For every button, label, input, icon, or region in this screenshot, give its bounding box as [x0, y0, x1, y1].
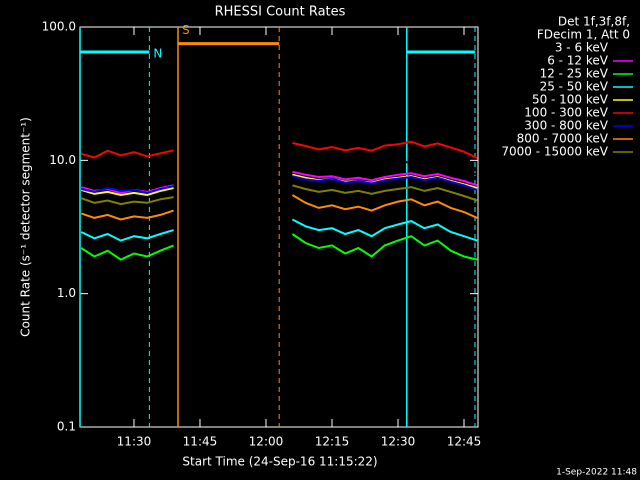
series-line — [80, 140, 478, 159]
y-tick-label: 100.0 — [42, 20, 76, 34]
legend-label: 100 - 300 keV — [524, 106, 608, 120]
y-tick-label: 0.1 — [57, 420, 76, 434]
series-line — [80, 218, 478, 242]
legend-label: 3 - 6 keV — [555, 41, 609, 55]
x-axis-label: Start Time (24-Sep-16 11:15:22) — [182, 455, 377, 469]
legend-label: 7000 - 15000 keV — [501, 145, 608, 159]
legend-label: 25 - 50 keV — [540, 80, 609, 94]
legend-header: FDecim 1, Att 0 — [537, 28, 630, 42]
interval-label: S — [182, 23, 190, 37]
series-line — [80, 184, 478, 206]
footer: 1-Sep-2022 11:48 — [556, 468, 637, 478]
legend-label: 12 - 25 keV — [540, 67, 609, 81]
interval-label: N — [153, 46, 162, 60]
x-tick-label: 11:45 — [183, 435, 218, 449]
series-line — [80, 194, 478, 221]
y-tick-label: 1.0 — [57, 286, 76, 300]
series-line — [80, 156, 478, 187]
x-tick-label: 12:30 — [381, 435, 416, 449]
x-tick-label: 11:30 — [117, 435, 152, 449]
series-line — [80, 175, 478, 194]
legend-label: 800 - 7000 keV — [517, 132, 609, 146]
legend-label: 300 - 800 keV — [524, 119, 608, 133]
x-tick-label: 12:15 — [315, 435, 350, 449]
legend-header: Det 1f,3f,8f, — [558, 15, 630, 29]
legend-label: 50 - 100 keV — [532, 93, 609, 107]
chart-title: RHESSI Count Rates — [215, 5, 346, 20]
y-tick-label: 10.0 — [49, 153, 76, 167]
x-tick-label: 12:00 — [249, 435, 284, 449]
y-axis-label: Count Rate (s⁻¹ detector segment⁻¹) — [19, 117, 33, 337]
legend-label: 6 - 12 keV — [547, 54, 609, 68]
series-line — [80, 233, 478, 261]
x-tick-label: 12:45 — [447, 435, 482, 449]
